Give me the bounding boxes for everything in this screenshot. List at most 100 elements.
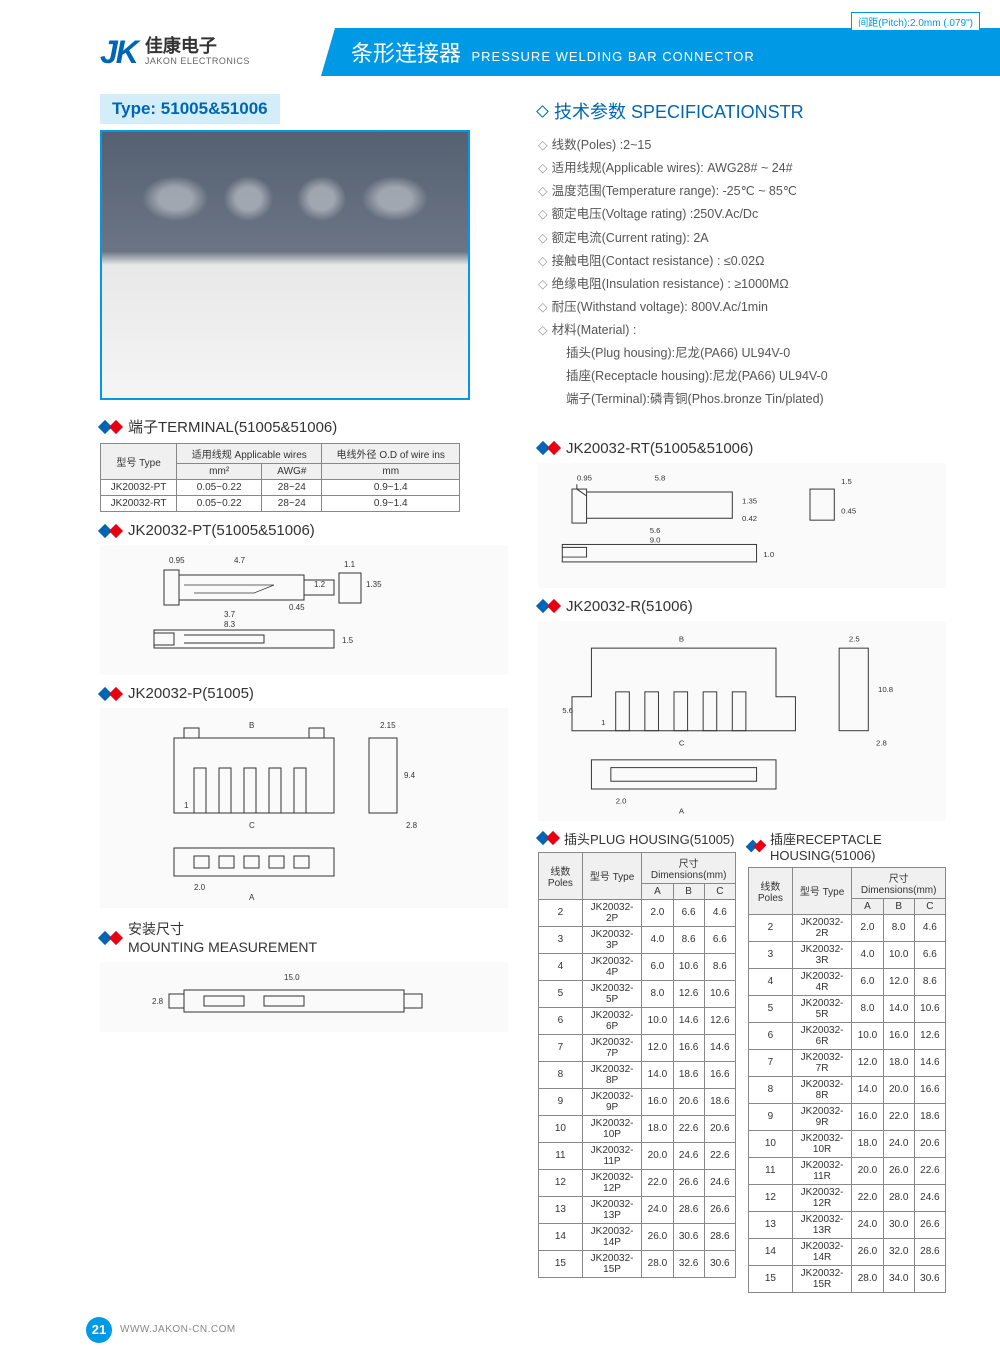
spec-item: 额定电流(Current rating): 2A (538, 227, 946, 250)
svg-text:0.45: 0.45 (289, 603, 305, 612)
table-row: 12JK20032-12R22.028.024.6 (749, 1184, 946, 1211)
svg-text:5.6: 5.6 (562, 706, 573, 715)
drawing-mount: 15.0 2.8 (100, 962, 508, 1032)
material-list: 插头(Plug housing):尼龙(PA66) UL94V-0 插座(Rec… (538, 342, 946, 411)
logo-mark: JK (100, 34, 137, 71)
svg-text:1: 1 (601, 717, 605, 726)
spec-item: 温度范围(Temperature range): -25℃ ~ 85℃ (538, 180, 946, 203)
table-row: 13JK20032-13R24.030.026.6 (749, 1211, 946, 1238)
svg-text:0.45: 0.45 (841, 506, 856, 515)
table-row: 9JK20032-9R16.022.018.6 (749, 1103, 946, 1130)
svg-text:A: A (679, 806, 685, 815)
table-row: 7JK20032-7R12.018.014.6 (749, 1049, 946, 1076)
svg-text:0.42: 0.42 (742, 514, 757, 523)
plug-housing-section: 插头PLUG HOUSING(51005) 线数 Poles型号 Type尺寸D… (538, 829, 736, 1293)
table-row: 3JK20032-3R4.010.06.6 (749, 941, 946, 968)
table-row: 3JK20032-3P4.08.66.6 (539, 926, 736, 953)
spec-item: 额定电压(Voltage rating) :250V.Ac/Dc (538, 203, 946, 226)
table-row: 2JK20032-2R2.08.04.6 (749, 914, 946, 941)
table-row: 5JK20032-5P8.012.610.6 (539, 980, 736, 1007)
svg-text:1.35: 1.35 (366, 580, 382, 589)
table-row: 12JK20032-12P22.026.624.6 (539, 1169, 736, 1196)
svg-text:2.0: 2.0 (194, 883, 206, 892)
page-footer: 21 WWW.JAKON-CN.COM (86, 1317, 1000, 1343)
table-row: JK20032-PT0.05~0.2228~240.9~1.4 (101, 480, 460, 496)
svg-text:B: B (679, 634, 684, 643)
section-p: JK20032-P(51005) (100, 685, 508, 702)
table-row: 13JK20032-13P24.028.626.6 (539, 1196, 736, 1223)
title-bar: 间距(Pitch):2.0mm (.079") 条形连接器 PRESSURE W… (335, 28, 1000, 76)
svg-text:A: A (249, 893, 255, 902)
table-row: 6JK20032-6P10.014.612.6 (539, 1007, 736, 1034)
svg-text:1.2: 1.2 (314, 580, 326, 589)
table-row: 2JK20032-2P2.06.64.6 (539, 899, 736, 926)
spec-item: 材料(Material) : (538, 319, 946, 342)
product-photo (100, 130, 470, 400)
terminal-table: 型号 Type适用线规 Applicable wires电线外径 O.D of … (100, 443, 460, 512)
table-row: 14JK20032-14P26.030.628.6 (539, 1223, 736, 1250)
table-row: 7JK20032-7P12.016.614.6 (539, 1034, 736, 1061)
spec-item: 适用线规(Applicable wires): AWG28# ~ 24# (538, 157, 946, 180)
table-row: 15JK20032-15R28.034.030.6 (749, 1265, 946, 1292)
section-r: JK20032-R(51006) (538, 598, 946, 615)
svg-text:C: C (249, 821, 255, 830)
svg-text:5.6: 5.6 (650, 525, 661, 534)
footer-url: WWW.JAKON-CN.COM (120, 1324, 236, 1335)
table-row: JK20032-RT0.05~0.2228~240.9~1.4 (101, 496, 460, 512)
section-mount: 安装尺寸MOUNTING MEASUREMENT (100, 920, 508, 956)
spec-item: 耐压(Withstand voltage): 800V.Ac/1min (538, 296, 946, 319)
spec-item: 接触电阻(Contact resistance) : ≤0.02Ω (538, 250, 946, 273)
spec-item: 线数(Poles) :2~15 (538, 134, 946, 157)
table-row: 8JK20032-8R14.020.016.6 (749, 1076, 946, 1103)
drawing-p: B2.15 1 C9.42.8 2.0A (100, 708, 508, 908)
svg-text:1.5: 1.5 (841, 477, 852, 486)
svg-text:0.95: 0.95 (169, 556, 185, 565)
logo: JK 佳康电子 JAKON ELECTRONICS (0, 28, 335, 76)
plug-housing-table: 线数 Poles型号 Type尺寸Dimensions(mm)ABC2JK200… (538, 852, 736, 1278)
svg-text:9.0: 9.0 (650, 535, 661, 544)
logo-en: JAKON ELECTRONICS (145, 57, 250, 67)
drawing-pt: 0.954.7 3.78.3 1.20.45 1.11.35 1.5 (100, 545, 508, 675)
svg-text:3.7: 3.7 (224, 610, 236, 619)
svg-text:B: B (249, 721, 254, 730)
table-row: 14JK20032-14R26.032.028.6 (749, 1238, 946, 1265)
svg-text:5.8: 5.8 (655, 473, 666, 482)
section-pt: JK20032-PT(51005&51006) (100, 522, 508, 539)
spec-list: 线数(Poles) :2~15适用线规(Applicable wires): A… (538, 134, 946, 342)
table-row: 11JK20032-11R20.026.022.6 (749, 1157, 946, 1184)
drawing-rt: 0.955.8 5.69.0 1.350.42 1.50.45 1.0 (538, 463, 946, 588)
svg-text:2.8: 2.8 (406, 821, 418, 830)
svg-text:2.15: 2.15 (380, 721, 396, 730)
page-header: JK 佳康电子 JAKON ELECTRONICS 间距(Pitch):2.0m… (0, 28, 1000, 76)
section-rt: JK20032-RT(51005&51006) (538, 440, 946, 457)
table-row: 10JK20032-10P18.022.620.6 (539, 1115, 736, 1142)
svg-text:10.8: 10.8 (878, 684, 893, 693)
pitch-label: 间距(Pitch):2.0mm (.079") (851, 12, 980, 31)
table-row: 4JK20032-4P6.010.68.6 (539, 953, 736, 980)
page-number: 21 (86, 1317, 112, 1343)
svg-text:0.95: 0.95 (577, 473, 592, 482)
svg-text:2.8: 2.8 (152, 997, 164, 1006)
svg-text:1.35: 1.35 (742, 496, 757, 505)
receptacle-housing-table: 线数 Poles型号 Type尺寸Dimensions(mm)ABC2JK200… (748, 867, 946, 1293)
table-row: 10JK20032-10R18.024.020.6 (749, 1130, 946, 1157)
table-row: 4JK20032-4R6.012.08.6 (749, 968, 946, 995)
svg-text:2.0: 2.0 (616, 796, 627, 805)
spec-title: 技术参数 SPECIFICATIONSTR (538, 98, 946, 124)
drawing-r: B 2.5 5.6 10.8 1 C 2.8 2.0 A (538, 621, 946, 821)
svg-text:1.1: 1.1 (344, 560, 356, 569)
table-row: 5JK20032-5R8.014.010.6 (749, 995, 946, 1022)
title-cn: 条形连接器 (351, 41, 461, 66)
type-label: Type: 51005&51006 (100, 94, 280, 124)
spec-item: 绝缘电阻(Insulation resistance) : ≥1000MΩ (538, 273, 946, 296)
svg-text:2.5: 2.5 (849, 634, 860, 643)
receptacle-housing-section: 插座RECEPTACLE HOUSING(51006) 线数 Poles型号 T… (748, 829, 946, 1293)
left-column: Type: 51005&51006 端子TERMINAL(51005&51006… (100, 94, 508, 1293)
svg-text:2.8: 2.8 (876, 738, 887, 747)
svg-text:C: C (679, 738, 685, 747)
table-row: 6JK20032-6R10.016.012.6 (749, 1022, 946, 1049)
svg-text:15.0: 15.0 (284, 973, 300, 982)
table-row: 15JK20032-15P28.032.630.6 (539, 1250, 736, 1277)
svg-text:1: 1 (184, 801, 189, 810)
table-row: 9JK20032-9P16.020.618.6 (539, 1088, 736, 1115)
